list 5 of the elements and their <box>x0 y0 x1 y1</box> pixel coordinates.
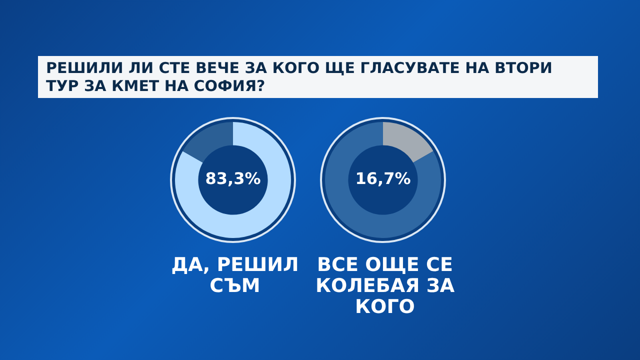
data-label: 16,7% <box>355 169 411 188</box>
text: ВСЕ ОЩЕ СЕ КОЛЕБАЯ ЗА КОГО <box>314 254 456 318</box>
chart-title: РЕШИЛИ ЛИ СТЕ ВЕЧЕ ЗА КОГО ЩЕ ГЛАСУВАТЕ НА ВТОРИ ТУР ЗА КМЕТ НА СОФИЯ? <box>38 56 598 98</box>
text: ДА, РЕШИЛ СЪМ <box>171 254 299 297</box>
data-label: 83,3% <box>205 169 261 188</box>
